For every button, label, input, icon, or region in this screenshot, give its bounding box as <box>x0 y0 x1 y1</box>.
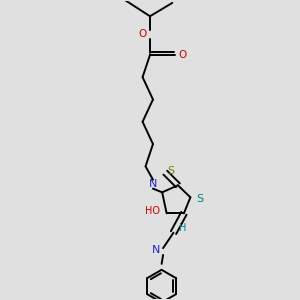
Text: HO: HO <box>145 206 160 216</box>
Text: S: S <box>167 166 174 176</box>
Text: H: H <box>179 223 187 233</box>
Text: O: O <box>178 50 187 60</box>
Text: N: N <box>152 245 161 255</box>
Text: O: O <box>138 29 147 39</box>
Text: N: N <box>149 179 157 189</box>
Text: S: S <box>196 194 203 204</box>
